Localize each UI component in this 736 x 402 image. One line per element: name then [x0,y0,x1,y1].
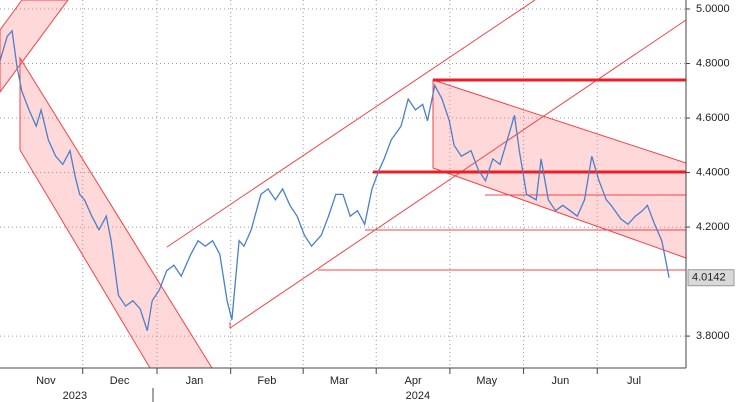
x-tick-label: Mar [330,375,349,387]
y-tick-label: 4.2000 [696,221,730,233]
year-label: 2023 [63,390,87,402]
trend-line [229,19,687,329]
year-label: 2024 [406,390,430,402]
channel [19,56,213,369]
y-tick-label: 4.4000 [696,166,730,178]
x-tick-label: Feb [257,375,276,387]
price-line [0,29,670,331]
last-value-label: 4.0142 [692,272,726,284]
y-tick-label: 5.0000 [696,3,730,15]
y-tick-label: 4.6000 [696,112,730,124]
channel [432,79,687,259]
x-tick-label: Dec [110,375,130,387]
channel [0,0,69,93]
y-tick-label: 3.8000 [696,330,730,342]
trend-line [166,0,536,248]
x-tick-label: May [476,375,497,387]
y-tick-label: 4.8000 [696,57,730,69]
x-tick-label: Apr [404,375,421,387]
x-tick-label: Jun [552,375,570,387]
x-tick-label: Nov [36,375,56,387]
annotations [0,0,687,369]
x-tick-label: Jul [627,375,641,387]
last-value-box [687,269,735,287]
x-tick-label: Jan [186,375,204,387]
grid [0,0,686,368]
